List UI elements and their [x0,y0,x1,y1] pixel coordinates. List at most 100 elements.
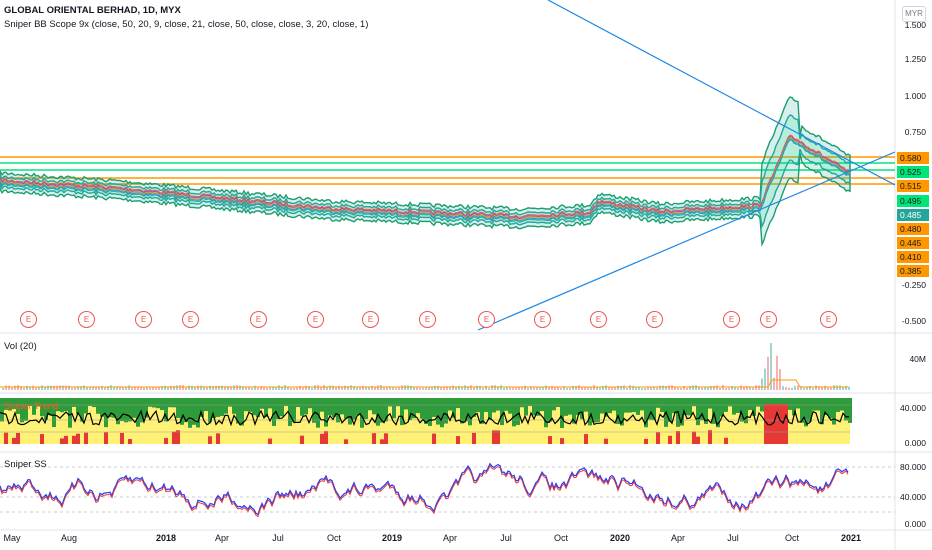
currency-badge[interactable]: MYR [902,6,926,22]
trend-bar-up [636,398,640,415]
volume-bar [692,385,694,390]
trend-bar-down [384,433,388,444]
volume-bar [203,386,205,390]
volume-bar [326,387,328,390]
volume-bar [32,385,34,390]
trend-bar-down [768,404,772,444]
volume-bar [608,387,610,390]
volume-bar [617,385,619,390]
trend-bar-up [460,398,464,424]
trend-bar-up [616,398,620,425]
volume-bar [815,385,817,390]
trend-bar-up [800,398,804,423]
volume-bar [29,387,31,390]
volume-bar [404,385,406,390]
trend-bar-up [652,398,656,420]
volume-bar [5,385,7,390]
volume-bar [776,355,778,390]
trend-bar-up [708,398,712,409]
earnings-icon[interactable]: E [182,311,199,328]
earnings-icon[interactable]: E [307,311,324,328]
volume-bar [551,385,553,390]
ss-axis-label: 40.000 [900,492,926,502]
earnings-icon[interactable]: E [534,311,551,328]
volume-bar [542,387,544,390]
trend-bar-up [480,398,484,424]
volume-bar [701,387,703,390]
trend-bar-up [224,398,228,414]
trend-bar-up [108,398,112,418]
trend-bar-down [120,432,124,444]
trend-bar-down [172,431,176,444]
trend-bar-up [276,398,280,420]
earnings-icon[interactable]: E [250,311,267,328]
earnings-icon[interactable]: E [760,311,777,328]
volume-bar [509,387,511,390]
price-tag: 0.525 [897,166,929,178]
ss-indicator-label[interactable]: Sniper SS [4,459,47,470]
volume-bar [797,385,799,390]
price-axis-label: -0.250 [901,280,926,290]
earnings-icon[interactable]: E [78,311,95,328]
moving-average-line [0,135,851,220]
volume-bar [821,386,823,390]
trend-bar-up [212,398,216,419]
price-tag: 0.515 [897,180,929,192]
trend-bar-up [356,398,360,416]
volume-bar [629,385,631,390]
volume-bar [50,385,52,390]
trend-bar-up [692,398,696,407]
trend-bar-up [80,398,84,422]
volume-bar [506,386,508,390]
volume-bar [92,386,94,390]
trend-axis-label: 0.000 [904,438,926,448]
volume-bar [527,387,529,390]
volume-bar [128,385,130,390]
earnings-icon[interactable]: E [478,311,495,328]
trend-bar-down [380,439,384,444]
trend-bar-up [540,398,544,412]
trend-bar-down [668,435,672,444]
volume-bar [647,386,649,390]
volume-indicator-label[interactable]: Vol (20) [4,341,37,352]
volume-bar [806,386,808,390]
earnings-icon[interactable]: E [723,311,740,328]
volume-bar [803,387,805,390]
ss-axis-label: 80.000 [900,462,926,472]
volume-bar [359,387,361,390]
bb-indicator-label[interactable]: Sniper BB Scope 9x (close, 50, 20, 9, cl… [4,19,369,30]
volume-bar [581,387,583,390]
trend-bar-up [172,398,176,408]
earnings-icon[interactable]: E [590,311,607,328]
earnings-icon[interactable]: E [419,311,436,328]
trend-bar-up [524,398,528,416]
trend-bar-up [828,398,832,419]
volume-bar [77,386,79,390]
trend-bar-up [556,398,560,408]
volume-bar [620,385,622,390]
earnings-icon[interactable]: E [820,311,837,328]
volume-bar [722,385,724,390]
volume-bar [428,386,430,390]
trend-bar-down [176,430,180,444]
trend-bar-up [36,398,40,407]
earnings-icon[interactable]: E [135,311,152,328]
trend-bar-up [240,398,244,426]
trend-bar-up [312,398,316,423]
earnings-icon[interactable]: E [20,311,37,328]
volume-bar [752,387,754,390]
volume-bar [2,387,4,390]
trend-bar-up [268,398,272,409]
volume-bar [215,385,217,390]
volume-bar [566,387,568,390]
earnings-icon[interactable]: E [646,311,663,328]
trend-bar-up [604,398,608,417]
volume-bar [587,387,589,390]
trend-bar-down [724,437,728,444]
earnings-icon[interactable]: E [362,311,379,328]
trend-bar-down [12,437,16,444]
trend-bar-up [668,398,672,422]
trend-bar-up [504,398,508,411]
trend-indicator-label[interactable]: Sniper Trend [4,401,59,412]
